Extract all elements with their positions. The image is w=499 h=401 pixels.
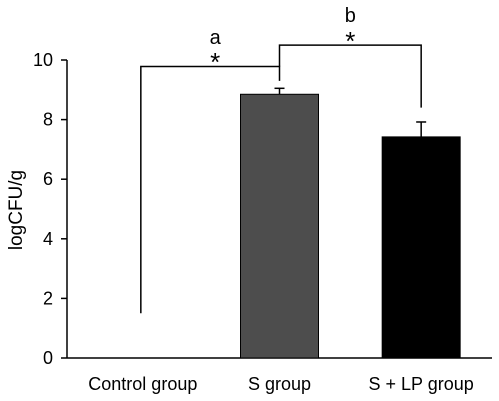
y-tick-label: 8 [43, 110, 53, 130]
y-tick-label: 10 [33, 50, 53, 70]
y-tick-label: 4 [43, 229, 53, 249]
significance-letter-b: b [345, 5, 356, 27]
x-category-label: S group [248, 374, 311, 394]
bars: Control group S group S + LP group [88, 87, 474, 394]
y-tick-label: 2 [43, 288, 53, 308]
significance-star-b: * [345, 26, 355, 56]
y-tick-label: 6 [43, 169, 53, 189]
y-tick-label: 0 [43, 348, 53, 368]
significance-letter-a: a [210, 27, 222, 49]
significance-annotations: a*b* [140, 5, 422, 314]
significance-star-a: * [210, 47, 220, 77]
bar [381, 136, 461, 359]
y-axis-title: logCFU/g [6, 170, 27, 250]
bracket-a [140, 65, 281, 314]
x-category-label: S + LP group [369, 374, 474, 394]
bar [240, 93, 319, 359]
x-category-label: Control group [88, 374, 197, 394]
bracket-b [278, 44, 422, 108]
